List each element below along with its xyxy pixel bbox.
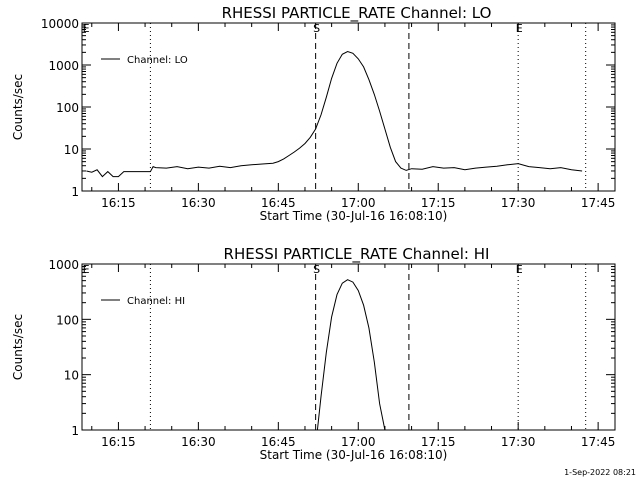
x-tick-label: 16:30 — [181, 196, 216, 210]
x-axis-label: Start Time (30-Jul-16 16:08:10) — [260, 448, 448, 462]
x-tick-label: 16:15 — [101, 435, 136, 449]
y-tick-label: 10000 — [41, 17, 79, 31]
x-tick-label: 16:45 — [261, 435, 296, 449]
y-tick-label: 10 — [64, 369, 79, 383]
lo-channel-panel: RHESSI PARTICLE_RATE Channel: LO 16:15 16:… — [11, 4, 616, 223]
plot-frame — [81, 22, 616, 192]
x-tick-label: 17:30 — [501, 435, 536, 449]
y-axis-label: Counts/sec — [11, 74, 25, 140]
y-tick-label: 1000 — [48, 258, 79, 272]
chart-title: RHESSI PARTICLE_RATE Channel: LO — [222, 4, 492, 23]
legend-entry: Channel: HI — [127, 296, 185, 307]
time-marker-label: S — [313, 263, 320, 276]
x-tick-label: 16:15 — [101, 196, 136, 210]
x-tick-label: 17:45 — [581, 196, 616, 210]
y-tick-label: 1000 — [48, 59, 79, 73]
x-tick-label: 16:30 — [181, 435, 216, 449]
y-tick-label: 1 — [71, 185, 79, 199]
time-marker-label: E — [516, 263, 523, 276]
chart-title: RHESSI PARTICLE_RATE Channel: HI — [224, 245, 490, 264]
x-tick-label: 16:45 — [261, 196, 296, 210]
x-tick-label: 17:00 — [341, 435, 376, 449]
plot-timestamp: 1-Sep-2022 08:21 — [564, 468, 636, 477]
y-tick-label: 1 — [71, 424, 79, 438]
time-marker-label: S — [313, 22, 320, 35]
time-marker-label: E — [83, 22, 90, 35]
y-axis-label: Counts/sec — [11, 314, 25, 380]
x-tick-label: 17:00 — [341, 196, 376, 210]
x-axis-label: Start Time (30-Jul-16 16:08:10) — [260, 209, 448, 223]
x-tick-label: 17:15 — [421, 435, 456, 449]
series-line — [316, 279, 386, 430]
hi-channel-panel: RHESSI PARTICLE_RATE Channel: HI 16:15 16:… — [11, 245, 616, 462]
time-marker-label: E — [83, 263, 90, 276]
x-tick-label: 17:15 — [421, 196, 456, 210]
y-tick-label: 100 — [56, 313, 79, 327]
y-tick-label: 100 — [56, 101, 79, 115]
y-tick-label: 10 — [64, 143, 79, 157]
legend-entry: Channel: LO — [127, 55, 188, 66]
series-line — [86, 50, 583, 178]
x-tick-label: 17:30 — [501, 196, 536, 210]
x-tick-label: 17:45 — [581, 435, 616, 449]
time-marker-label: E — [516, 22, 523, 35]
plot-frame — [81, 263, 616, 431]
